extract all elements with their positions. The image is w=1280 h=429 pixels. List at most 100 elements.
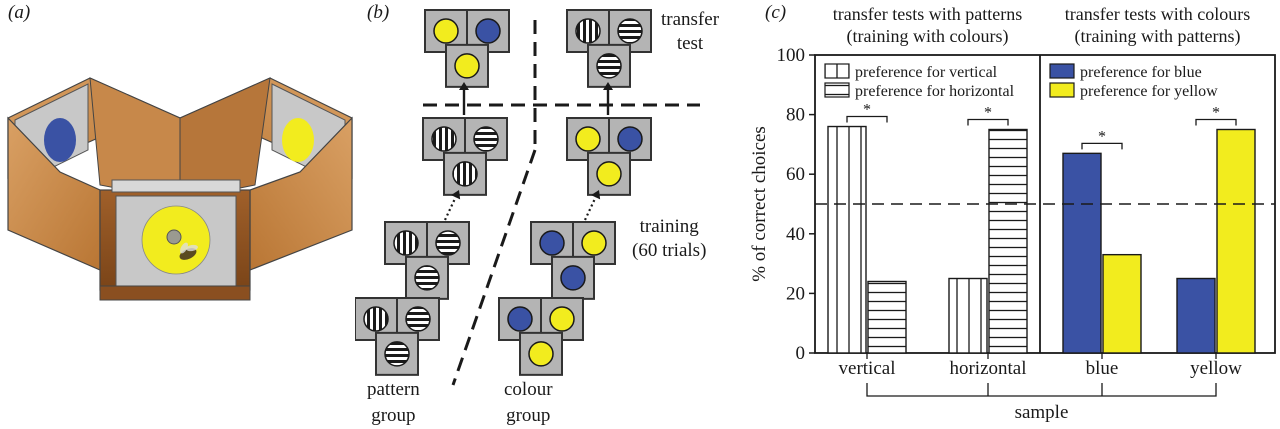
pattern-group-line2: group: [371, 405, 416, 426]
panel-a-apparatus: (a): [0, 0, 360, 429]
section-title-2-line-1: transfer tests with colours: [1065, 4, 1250, 24]
stimulus-disc: [617, 18, 643, 44]
y-tick-label: 60: [786, 164, 805, 185]
significance-star: *: [1098, 128, 1106, 145]
section-title-1-line-2: (training with colours): [847, 26, 1009, 47]
divider-diagonal: [451, 149, 537, 386]
stimulus-disc: [454, 53, 480, 79]
training-label: training (60 trials): [632, 215, 706, 263]
transfer-test-label: transfer test: [661, 8, 719, 56]
arrow-colour-transfer: [603, 82, 613, 115]
bar-yellow-3: [1216, 128, 1256, 354]
stimulus-triad-transfer-pattern-right: [566, 9, 652, 88]
x-category-label: yellow: [1190, 358, 1242, 379]
y-tick-label: 40: [786, 224, 805, 245]
arrow-colour-train: [584, 190, 601, 221]
stimulus-disc: [431, 126, 457, 152]
arrow-pattern-transfer: [459, 82, 469, 115]
bar-yellow-2: [1176, 277, 1216, 354]
stimulus-disc: [384, 341, 410, 367]
colour-group-line1: colour: [504, 379, 553, 400]
significance-star: *: [984, 105, 992, 122]
x-category-label: horizontal: [949, 358, 1026, 379]
section-title-2-line-2: (training with patterns): [1075, 26, 1241, 47]
colour-group-label: colour group: [504, 377, 553, 429]
y-axis-label: % of correct choices: [749, 126, 770, 282]
panel-label-b: (b): [367, 2, 390, 23]
significance-bracket: [1081, 142, 1123, 150]
stimulus-disc: [560, 265, 586, 291]
stimulus-triad-pattern-train-2: [384, 221, 470, 300]
bar-horizontal-1: [988, 128, 1028, 354]
apparatus-illustration: [7, 77, 353, 301]
bar-horizontal-0: [948, 277, 988, 354]
stimulus-disc: [473, 126, 499, 152]
pattern-group-label: pattern group: [367, 377, 420, 429]
bar-vertical-1: [867, 280, 907, 354]
legend-swatch: [824, 82, 850, 98]
stimulus-disc: [575, 18, 601, 44]
stimulus-disc: [596, 161, 622, 187]
x-category-label: blue: [1086, 358, 1119, 379]
stimulus-disc: [452, 161, 478, 187]
y-tick-label: 0: [796, 343, 806, 364]
stimulus-triad-transfer-colour-left: [424, 9, 510, 88]
preference-bar-chart: 0 20 40 60 80 100 % of correct choices * vertica…: [749, 4, 1276, 423]
panel-c-chart: 0 20 40 60 80 100 % of correct choices * vertica…: [735, 0, 1280, 429]
legend-swatch: [1049, 63, 1075, 79]
y-tick-label: 20: [786, 283, 805, 304]
bee-icon: [179, 242, 198, 260]
stimulus-disc: [528, 341, 554, 367]
stimulus-disc: [507, 306, 533, 332]
blue-target-disc: [44, 118, 76, 162]
stimulus-disc: [575, 126, 601, 152]
feeder-hole: [166, 229, 182, 245]
significance-bracket: [846, 115, 888, 123]
colour-group-line2: group: [506, 405, 551, 426]
panel-label-c: (c): [765, 2, 787, 23]
section-title-1-line-1: transfer tests with patterns: [833, 4, 1022, 24]
legend-label: preference for horizontal: [855, 83, 1015, 100]
bar-vertical-0: [827, 125, 867, 354]
stimulus-disc: [393, 230, 419, 256]
stimulus-disc: [414, 265, 440, 291]
stimulus-disc: [363, 306, 389, 332]
legend-swatch: [1049, 82, 1075, 98]
transfer-test-line1: transfer: [661, 9, 720, 30]
stimulus-triad-pattern-train-3: [422, 117, 508, 196]
training-line1: training: [639, 216, 699, 237]
sample-bracket: [866, 383, 1217, 397]
bar-blue-2: [1062, 152, 1102, 354]
legend-label: preference for vertical: [855, 64, 998, 81]
panel-label-a: (a): [8, 2, 31, 23]
significance-star: *: [1212, 105, 1220, 122]
legend-label: preference for blue: [1080, 64, 1202, 81]
transfer-test-line2: test: [676, 33, 704, 54]
x-category-label: vertical: [839, 358, 896, 379]
stimulus-disc: [475, 18, 501, 44]
stimulus-disc: [435, 230, 461, 256]
x-axis-label: sample: [1015, 402, 1069, 423]
stimulus-triad-colour-train-1: [498, 297, 584, 376]
bar-blue-3: [1102, 253, 1142, 354]
stimulus-disc: [581, 230, 607, 256]
significance-bracket: [967, 118, 1009, 126]
stimulus-triad-colour-train-3: [566, 117, 652, 196]
training-line2: (60 trials): [632, 240, 707, 261]
protocol-schematic: [355, 9, 700, 386]
panel-b-protocol: (b) transfer test training (60 trials) p…: [355, 0, 735, 429]
stimulus-triad-pattern-train-1: [355, 297, 440, 376]
stimulus-disc: [549, 306, 575, 332]
stimulus-triad-colour-train-2: [530, 221, 616, 300]
legend-swatch: [824, 63, 850, 79]
significance-star: *: [863, 102, 871, 119]
significance-bracket: [1195, 118, 1237, 126]
y-tick-label: 80: [786, 105, 805, 126]
stimulus-disc: [596, 53, 622, 79]
pattern-group-line1: pattern: [367, 379, 420, 400]
y-tick-label: 100: [777, 45, 806, 66]
yellow-target-disc: [282, 118, 314, 162]
stimulus-disc: [433, 18, 459, 44]
legend-label: preference for yellow: [1080, 83, 1218, 100]
stimulus-disc: [405, 306, 431, 332]
